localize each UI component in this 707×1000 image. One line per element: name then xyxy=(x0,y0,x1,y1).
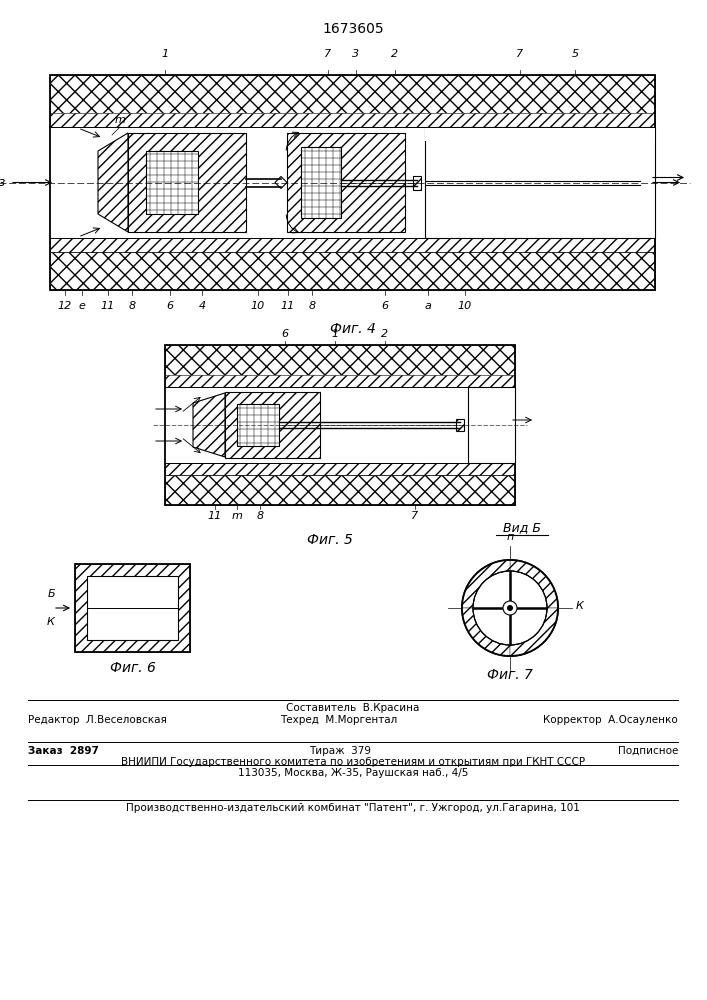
Text: 10: 10 xyxy=(251,301,265,311)
Text: 1: 1 xyxy=(161,49,168,59)
Polygon shape xyxy=(275,176,287,188)
Bar xyxy=(413,176,421,190)
Bar xyxy=(50,127,655,238)
Bar xyxy=(50,113,655,127)
Text: Редактор  Л.Веселовская: Редактор Л.Веселовская xyxy=(28,715,167,725)
Bar xyxy=(165,375,515,387)
Bar xyxy=(425,127,655,141)
Polygon shape xyxy=(193,393,225,457)
Bar xyxy=(301,147,341,218)
Text: 1673605: 1673605 xyxy=(322,22,384,36)
Text: 113035, Москва, Ж-35, Раушская наб., 4/5: 113035, Москва, Ж-35, Раушская наб., 4/5 xyxy=(238,768,468,778)
Text: 11: 11 xyxy=(101,301,115,311)
Bar xyxy=(225,392,320,458)
Bar xyxy=(165,345,515,375)
Bar xyxy=(87,576,178,640)
Bar xyxy=(456,419,464,431)
Text: п: п xyxy=(506,532,513,542)
Bar xyxy=(75,564,190,652)
Bar xyxy=(50,75,655,113)
Bar xyxy=(75,564,190,652)
Text: Газ: Газ xyxy=(0,176,6,189)
Text: Производственно-издательский комбинат "Патент", г. Ужгород, ул.Гагарина, 101: Производственно-издательский комбинат "П… xyxy=(126,803,580,813)
Text: 11: 11 xyxy=(208,511,222,521)
Text: 3: 3 xyxy=(352,49,360,59)
Bar xyxy=(237,404,279,446)
Bar xyxy=(165,463,515,475)
Bar xyxy=(425,127,655,238)
Text: 6: 6 xyxy=(382,301,389,311)
Text: Фиг. 4: Фиг. 4 xyxy=(330,322,376,336)
Text: 7: 7 xyxy=(411,511,419,521)
Wedge shape xyxy=(510,608,558,656)
Bar xyxy=(50,113,655,127)
Text: 6: 6 xyxy=(281,329,288,339)
Bar xyxy=(75,564,190,652)
Bar xyxy=(287,133,405,232)
Polygon shape xyxy=(98,133,128,232)
Bar xyxy=(50,75,655,113)
Text: Тираж  379: Тираж 379 xyxy=(309,746,371,756)
Text: Корректор  А.Осауленко: Корректор А.Осауленко xyxy=(543,715,678,725)
Bar xyxy=(128,133,246,232)
Text: Фиг. 6: Фиг. 6 xyxy=(110,661,156,675)
Text: Б: Б xyxy=(47,589,55,599)
Bar xyxy=(50,252,655,290)
Text: Вид Б: Вид Б xyxy=(503,521,541,534)
Text: 8: 8 xyxy=(308,301,315,311)
Bar xyxy=(165,345,515,375)
Text: m: m xyxy=(232,511,243,521)
Wedge shape xyxy=(462,608,510,656)
Circle shape xyxy=(473,571,547,645)
Bar xyxy=(146,151,198,214)
Text: 4: 4 xyxy=(199,301,206,311)
Bar xyxy=(50,238,655,252)
Bar xyxy=(413,176,421,190)
Bar xyxy=(287,133,405,232)
Bar xyxy=(50,252,655,290)
Bar xyxy=(165,375,515,387)
Text: 11: 11 xyxy=(281,301,295,311)
Bar xyxy=(165,475,515,505)
Bar xyxy=(165,345,515,505)
Bar xyxy=(165,387,515,463)
Text: К: К xyxy=(47,617,55,627)
Wedge shape xyxy=(462,560,510,608)
Text: 8: 8 xyxy=(129,301,136,311)
Text: 8: 8 xyxy=(257,511,264,521)
Text: Заказ  2897: Заказ 2897 xyxy=(28,746,99,756)
Text: К: К xyxy=(576,601,584,611)
Circle shape xyxy=(462,560,558,656)
Text: а: а xyxy=(425,301,431,311)
Text: Составитель  В.Красина: Составитель В.Красина xyxy=(286,703,420,713)
Bar xyxy=(50,238,655,252)
Wedge shape xyxy=(510,560,558,608)
Text: 10: 10 xyxy=(458,301,472,311)
Text: 1: 1 xyxy=(332,329,339,339)
Bar xyxy=(468,387,515,463)
Bar xyxy=(165,463,515,475)
Bar xyxy=(128,133,246,232)
Bar xyxy=(50,75,655,290)
Text: 6: 6 xyxy=(166,301,173,311)
Text: m: m xyxy=(115,115,125,125)
Text: е: е xyxy=(78,301,86,311)
Bar xyxy=(225,392,320,458)
Text: 5: 5 xyxy=(571,49,578,59)
Text: 2: 2 xyxy=(382,329,389,339)
Text: 7: 7 xyxy=(325,49,332,59)
Circle shape xyxy=(503,601,517,615)
Bar xyxy=(456,419,464,431)
Text: Фиг. 7: Фиг. 7 xyxy=(487,668,533,682)
Text: Подписное: Подписное xyxy=(618,746,678,756)
Text: 2: 2 xyxy=(392,49,399,59)
Text: Техред  М.Моргентал: Техред М.Моргентал xyxy=(280,715,397,725)
Text: Фиг. 5: Фиг. 5 xyxy=(307,533,353,547)
Text: ВНИИПИ Государственного комитета по изобретениям и открытиям при ГКНТ СССР: ВНИИПИ Государственного комитета по изоб… xyxy=(121,757,585,767)
Bar xyxy=(165,475,515,505)
Text: 7: 7 xyxy=(516,49,524,59)
Circle shape xyxy=(507,605,513,611)
Text: 12: 12 xyxy=(58,301,72,311)
